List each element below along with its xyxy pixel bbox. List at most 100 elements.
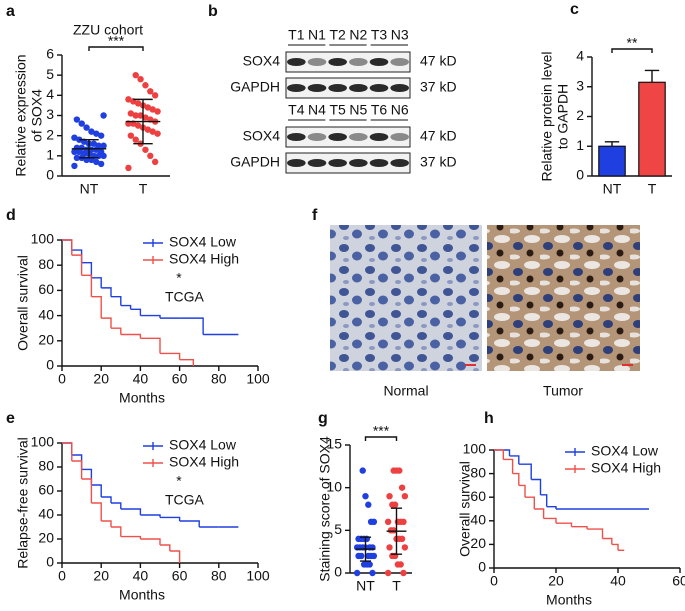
x-tick-label: 40 xyxy=(133,568,149,584)
y-tick-label: 1 xyxy=(46,147,54,163)
survival-step xyxy=(179,520,200,527)
data-point xyxy=(78,120,85,127)
data-point xyxy=(97,160,105,168)
significance-label: *** xyxy=(373,423,390,439)
survival-step xyxy=(81,274,93,297)
data-point xyxy=(147,88,154,95)
x-tick-label: NT xyxy=(603,181,622,197)
image-label: Tumor xyxy=(543,383,583,399)
significance-label: *** xyxy=(108,33,125,49)
blot-band xyxy=(390,133,409,141)
survival-step xyxy=(111,526,122,537)
survival-step xyxy=(518,484,526,498)
survival-step xyxy=(62,239,73,256)
survival-step xyxy=(179,317,204,335)
data-point xyxy=(134,100,142,107)
data-point xyxy=(359,467,366,474)
survival-step xyxy=(62,442,73,461)
lane-label: N1 xyxy=(308,27,326,43)
survival-step xyxy=(540,494,548,507)
y-tick-label: 60 xyxy=(470,488,486,504)
survival-step xyxy=(512,472,520,486)
x-tick-label: 20 xyxy=(93,568,109,584)
x-tick-label: 0 xyxy=(58,371,66,387)
size-label: 37 kD xyxy=(420,154,457,170)
blot-band xyxy=(287,159,306,167)
survival-step xyxy=(120,333,142,339)
data-point xyxy=(97,132,105,139)
x-axis-label: Months xyxy=(119,587,165,603)
data-point xyxy=(387,527,395,534)
data-point xyxy=(154,108,161,115)
x-tick-label: 80 xyxy=(211,568,227,584)
image-label: Normal xyxy=(383,383,428,399)
y-tick-label: 3 xyxy=(576,77,584,93)
lane-label: T4 xyxy=(288,102,305,118)
survival-step xyxy=(494,449,511,456)
x-tick-label: T xyxy=(139,181,148,197)
panel-letter: h xyxy=(484,410,494,427)
survival-step xyxy=(140,538,161,545)
bar xyxy=(598,145,626,177)
survival-step xyxy=(101,520,112,527)
y-tick-label: 0 xyxy=(46,167,54,183)
ihc-image-tumor xyxy=(487,225,640,371)
x-axis-label: Months xyxy=(119,390,165,406)
data-point xyxy=(88,128,95,135)
data-point xyxy=(355,552,362,560)
survival-step xyxy=(602,537,613,545)
data-point xyxy=(73,154,81,162)
survival-step xyxy=(160,516,181,521)
data-point xyxy=(100,142,107,149)
data-point xyxy=(90,140,98,147)
legend-swatch xyxy=(143,442,163,450)
y-axis-label: Staining score of SOX4 xyxy=(317,436,333,582)
blot-strip xyxy=(285,152,411,174)
y-tick-label: 3 xyxy=(46,106,54,122)
sd-bar xyxy=(390,507,403,555)
data-point xyxy=(93,130,100,137)
data-point xyxy=(93,158,100,166)
y-axis-label: Overall survival xyxy=(15,255,31,351)
protein-label: SOX4 xyxy=(243,128,281,144)
data-point xyxy=(401,544,409,551)
sd-bar xyxy=(359,536,372,562)
legend-swatch xyxy=(143,459,163,467)
y-tick-label: 2 xyxy=(46,126,54,142)
panel-letter: e xyxy=(6,410,15,427)
blot-band xyxy=(369,159,389,167)
survival-step xyxy=(91,277,102,288)
survival-step xyxy=(120,304,132,310)
x-tick-label: 60 xyxy=(172,568,188,584)
x-tick-label: T xyxy=(392,578,401,594)
y-tick-label: 1 xyxy=(576,137,584,153)
data-point xyxy=(142,146,149,153)
error-bar xyxy=(604,141,620,147)
x-tick-label: 0 xyxy=(490,573,498,589)
y-tick-label: 20 xyxy=(38,332,54,348)
survival-step xyxy=(140,514,161,518)
survival-step xyxy=(525,496,535,509)
blot-band xyxy=(390,159,409,167)
protein-label: GAPDH xyxy=(230,154,280,170)
lane-label: N5 xyxy=(349,102,367,118)
blot-band xyxy=(349,133,368,141)
survival-step xyxy=(160,544,171,551)
panel-letter: b xyxy=(208,3,218,20)
data-point xyxy=(386,493,393,500)
data-point xyxy=(137,112,144,119)
blot-band xyxy=(390,58,409,66)
y-tick-label: 5 xyxy=(46,66,54,82)
x-axis-label: Months xyxy=(546,592,592,608)
lane-label: N6 xyxy=(391,102,409,118)
data-point xyxy=(389,501,396,508)
annotation: TCGA xyxy=(165,289,205,305)
data-point xyxy=(95,142,102,149)
blot-band xyxy=(369,58,389,66)
x-tick-label: T xyxy=(648,181,657,197)
lane-label: T2 xyxy=(329,27,346,43)
blot-band xyxy=(369,84,389,92)
legend-swatch xyxy=(565,465,585,473)
legend-label: SOX4 Low xyxy=(169,437,237,453)
y-tick-label: 20 xyxy=(38,530,54,546)
